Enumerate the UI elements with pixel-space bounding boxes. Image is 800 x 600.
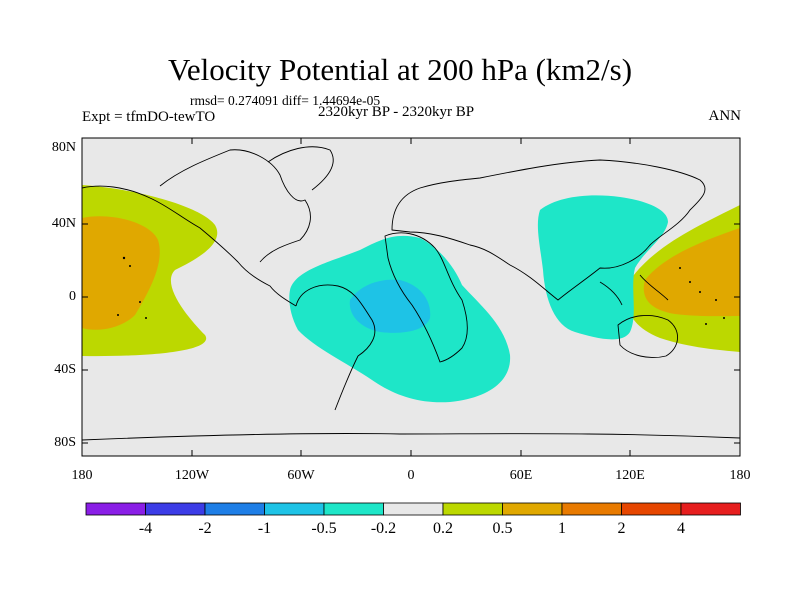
colorbar-label: 1 xyxy=(558,520,566,537)
experiment-label: Expt = tfmDO-tewTO xyxy=(82,109,216,125)
lat-label-0: 0 xyxy=(69,289,76,304)
stats-line: rmsd= 0.274091 diff= 1.44694e-05 xyxy=(190,93,381,108)
colorbar-box-10 xyxy=(680,502,741,516)
coastlines xyxy=(82,146,740,441)
season-label: ANN xyxy=(708,108,742,124)
colorbar-box-4 xyxy=(323,502,384,516)
colorbar-box-6 xyxy=(442,502,503,516)
lon-label-180w: 180 xyxy=(71,468,93,483)
colorbar xyxy=(85,502,741,516)
lat-label-80s: 80S xyxy=(54,435,76,450)
axis-ticks xyxy=(81,137,741,456)
colorbar-label: 2 xyxy=(617,520,626,537)
colorbar-label: -0.2 xyxy=(370,520,397,537)
colorbar-box-3 xyxy=(264,502,325,516)
colorbar-box-5 xyxy=(383,502,444,516)
colorbar-label: -0.5 xyxy=(311,520,337,537)
colorbar-box-7 xyxy=(502,502,563,516)
colorbar-box-9 xyxy=(621,502,682,516)
field-negative-asia xyxy=(537,195,668,340)
period-label: 2320kyr BP - 2320kyr BP xyxy=(318,104,475,120)
lat-label-40s: 40S xyxy=(54,362,76,377)
colorbar-label: 0.5 xyxy=(492,520,513,537)
colorbar-label: -2 xyxy=(198,520,212,537)
field-positive-westpacific-core xyxy=(643,228,740,317)
island-dots xyxy=(117,256,725,325)
lon-label-120w: 120W xyxy=(174,468,210,483)
colorbar-box-0 xyxy=(85,502,146,516)
colorbar-label: -1 xyxy=(257,520,272,537)
map-title: Velocity Potential at 200 hPa (km2/s) xyxy=(167,52,633,87)
lon-label-180e: 180 xyxy=(729,468,751,483)
colorbar-box-1 xyxy=(145,502,206,516)
lon-label-60w: 60W xyxy=(287,468,315,483)
colorbar-label: 0.2 xyxy=(433,520,453,537)
lon-label-60e: 60E xyxy=(509,468,533,483)
lat-label-40n: 40N xyxy=(51,216,76,231)
lon-label-0: 0 xyxy=(407,468,415,483)
field-negative-atlantic-core xyxy=(349,279,431,333)
colorbar-box-8 xyxy=(561,502,622,516)
colorbar-label: -4 xyxy=(138,520,153,537)
colorbar-box-2 xyxy=(204,502,265,516)
lon-label-120e: 120E xyxy=(615,468,645,483)
colorbar-label: 4 xyxy=(677,520,685,537)
lat-label-80n: 80N xyxy=(51,140,76,155)
